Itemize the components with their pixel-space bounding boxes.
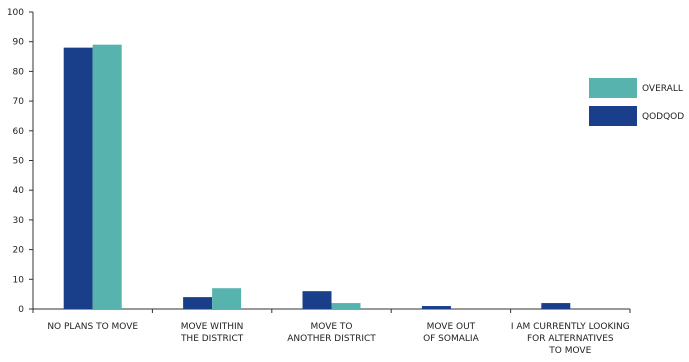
category-label: MOVE TO ANOTHER DISTRICT — [287, 322, 376, 344]
bar-qodqod-0 — [63, 47, 93, 309]
y-tick-label: 90 — [13, 38, 25, 48]
y-tick-label: 80 — [13, 67, 25, 77]
bar-qodqod-2 — [302, 291, 332, 309]
bars — [63, 44, 571, 310]
y-tick-label: 70 — [13, 97, 25, 107]
y-tick-label: 40 — [13, 186, 25, 196]
bar-qodqod-1 — [183, 297, 213, 309]
category-labels: NO PLANS TO MOVE MOVE WITHIN THE DISTRICT M… — [47, 322, 629, 356]
y-tick-label: 50 — [13, 157, 25, 167]
legend-label-overall: OVERALL — [642, 84, 683, 94]
y-tick-label: 20 — [13, 246, 25, 256]
y-tick-label: 0 — [18, 305, 24, 315]
y-tick-label: 30 — [13, 216, 25, 226]
category-label: I AM CURRENTLY LOOKING FOR ALTERNATIVES TO… — [511, 322, 630, 356]
y-axis: 0 10 20 30 40 50 60 70 80 90 100 — [7, 8, 34, 315]
legend-label-qodqod: QODQOD — [642, 112, 684, 122]
bar-overall-2 — [331, 303, 361, 309]
category-label: NO PLANS TO MOVE — [47, 322, 138, 332]
category-label: MOVE OUT OF SOMALIA — [423, 322, 480, 344]
legend: OVERALL QODQOD — [589, 78, 684, 126]
bar-overall-1 — [212, 288, 242, 309]
x-axis — [32, 308, 631, 313]
bar-overall-0 — [92, 44, 122, 310]
legend-swatch-qodqod — [589, 106, 637, 126]
y-tick-label: 10 — [13, 275, 25, 285]
y-tick-label: 60 — [13, 127, 25, 137]
bar-qodqod-4 — [541, 303, 571, 309]
y-tick-label: 100 — [7, 8, 24, 18]
category-label: MOVE WITHIN THE DISTRICT — [180, 322, 244, 344]
legend-swatch-overall — [589, 78, 637, 98]
bar-qodqod-3 — [421, 306, 451, 309]
